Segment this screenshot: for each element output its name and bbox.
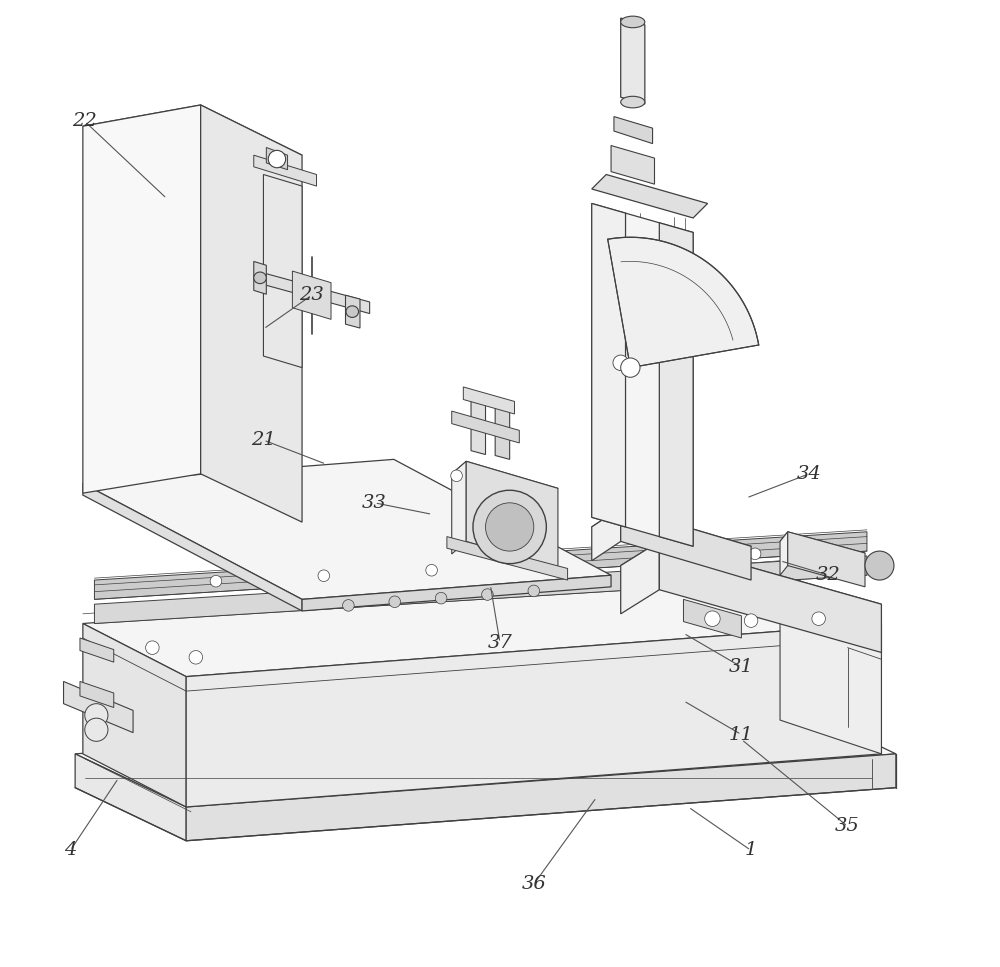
Polygon shape [621,508,751,580]
Text: 21: 21 [251,431,276,449]
Polygon shape [80,638,114,662]
Polygon shape [257,271,370,313]
Circle shape [812,612,825,626]
Polygon shape [780,600,881,754]
Polygon shape [186,754,896,840]
Polygon shape [83,571,881,677]
Text: 4: 4 [64,841,76,860]
Polygon shape [83,105,201,493]
Ellipse shape [346,306,359,317]
Polygon shape [495,401,510,459]
Circle shape [189,651,203,664]
Polygon shape [83,484,302,611]
Circle shape [641,553,653,565]
Circle shape [613,355,628,370]
Polygon shape [471,396,486,454]
Polygon shape [659,542,881,653]
Circle shape [343,600,354,611]
Polygon shape [83,459,611,600]
Circle shape [435,593,447,604]
Polygon shape [780,532,865,563]
Polygon shape [346,295,360,328]
Text: 36: 36 [521,875,546,894]
Polygon shape [466,461,558,569]
Polygon shape [621,542,659,614]
Polygon shape [83,624,186,807]
Polygon shape [83,105,302,174]
Circle shape [482,589,493,601]
Polygon shape [683,600,741,638]
Text: 11: 11 [729,725,754,744]
Polygon shape [614,117,653,144]
Circle shape [451,470,462,482]
Polygon shape [452,411,519,443]
Polygon shape [75,754,186,840]
Polygon shape [608,237,759,367]
Polygon shape [621,542,881,629]
Polygon shape [611,146,654,184]
Polygon shape [266,147,288,169]
Circle shape [865,551,894,580]
Circle shape [705,611,720,627]
Polygon shape [592,174,708,218]
Polygon shape [302,575,611,611]
Polygon shape [292,271,331,319]
Circle shape [389,596,401,607]
Text: 32: 32 [816,567,841,584]
Circle shape [621,358,640,377]
Polygon shape [254,261,266,294]
Polygon shape [201,105,302,522]
Circle shape [528,585,540,597]
Polygon shape [75,701,896,807]
Polygon shape [780,532,788,575]
Polygon shape [447,537,568,580]
Polygon shape [94,532,867,600]
Polygon shape [788,532,865,587]
Polygon shape [94,556,867,624]
Circle shape [749,548,761,560]
Polygon shape [592,508,751,566]
Polygon shape [263,174,302,367]
Text: 33: 33 [362,494,387,512]
Circle shape [268,150,286,167]
Circle shape [473,490,546,564]
Polygon shape [621,18,645,104]
Polygon shape [592,203,693,546]
Circle shape [85,704,108,727]
Text: 34: 34 [797,465,821,483]
Text: 1: 1 [745,841,757,860]
Polygon shape [254,155,317,186]
Circle shape [534,559,545,571]
Circle shape [426,565,437,576]
Circle shape [210,575,222,587]
Circle shape [744,614,758,628]
Ellipse shape [621,16,645,28]
Text: 23: 23 [299,286,324,305]
Polygon shape [186,624,881,807]
Text: 37: 37 [488,633,512,652]
Ellipse shape [254,272,266,283]
Polygon shape [452,461,558,501]
Circle shape [146,641,159,655]
Polygon shape [592,508,621,561]
Text: 22: 22 [72,112,97,131]
Text: 31: 31 [729,658,754,676]
Polygon shape [463,387,514,414]
Polygon shape [80,682,114,708]
Ellipse shape [621,97,645,108]
Circle shape [85,718,108,742]
Text: 35: 35 [835,817,860,835]
Polygon shape [64,682,133,733]
Polygon shape [659,222,693,546]
Circle shape [318,570,330,581]
Polygon shape [452,461,466,554]
Polygon shape [592,203,626,527]
Circle shape [486,503,534,551]
